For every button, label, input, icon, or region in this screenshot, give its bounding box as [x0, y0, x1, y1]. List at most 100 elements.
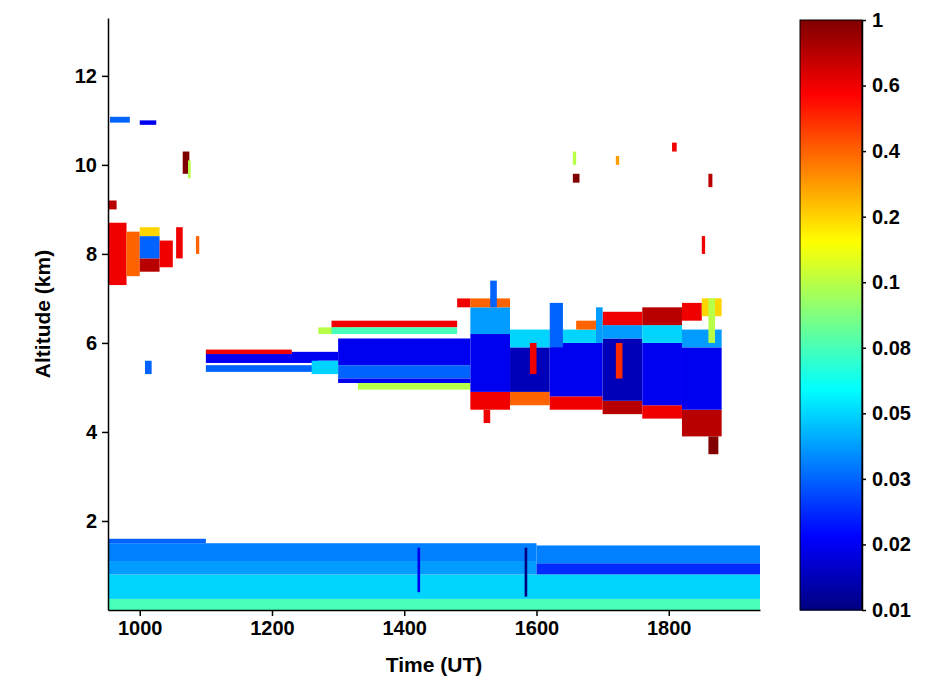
heatmap-cell [682, 410, 722, 437]
axis-line [109, 610, 761, 612]
heatmap-cell [573, 174, 580, 183]
heatmap-cell [550, 343, 603, 396]
tick-mark [862, 348, 866, 350]
heatmap-cell [550, 396, 603, 409]
tick-label: 1400 [382, 617, 427, 639]
heatmap-cell [550, 303, 563, 348]
tick-mark [862, 544, 866, 546]
heatmap-cell [603, 312, 643, 325]
heatmap-cell [140, 258, 160, 271]
heatmap-cell [708, 298, 715, 343]
heatmap-cell [140, 236, 160, 258]
tick-mark [862, 610, 866, 612]
tick: 1000 [118, 610, 163, 639]
tick-mark [668, 610, 670, 616]
heatmap-cell [490, 281, 497, 308]
heatmap-cell [196, 236, 199, 254]
tick: 1600 [515, 610, 560, 639]
tick: 0.2 [862, 206, 900, 228]
tick-label: 8 [86, 243, 97, 265]
tick-label: 0.2 [872, 206, 900, 228]
colorbar-axis: 0.010.020.030.050.080.10.20.40.61 [862, 9, 911, 621]
tick-mark [102, 254, 108, 256]
heatmap-cell [417, 548, 420, 593]
axis-line [862, 21, 864, 611]
colorbar [800, 20, 862, 611]
tick-mark [102, 343, 108, 345]
heatmap-cell [616, 156, 619, 165]
heatmap-cell [206, 365, 318, 372]
tick-mark [862, 151, 866, 153]
heatmap-cell [530, 343, 537, 374]
tick: 10 [75, 154, 108, 176]
tick-mark [272, 610, 274, 616]
tick-label: 0.08 [872, 337, 911, 359]
tick: 0.05 [862, 402, 911, 424]
heatmap-cell [708, 436, 718, 454]
heatmap-cell [682, 330, 722, 348]
tick: 8 [86, 243, 108, 265]
heatmap-cell [642, 405, 682, 418]
heatmap-cell [160, 241, 173, 268]
heatmap-cell [108, 561, 536, 574]
tick-label: 12 [75, 65, 97, 87]
tick-mark [862, 479, 866, 481]
heatmap-cell [642, 325, 682, 343]
heatmap-cell [525, 548, 528, 597]
heatmap-cell [312, 361, 338, 374]
tick-label: 1000 [118, 617, 163, 639]
heatmap-cell [332, 321, 458, 328]
tick-mark [404, 610, 406, 616]
tick: 12 [75, 65, 108, 87]
x-axis-title: Time (UT) [386, 653, 482, 676]
tick-label: 0.1 [872, 271, 900, 293]
heatmap-cell [140, 227, 160, 236]
heatmap-cell [108, 543, 536, 561]
heatmap-cell [642, 307, 682, 325]
heatmap-cell [338, 338, 470, 365]
heatmap-cell [536, 563, 760, 574]
tick-mark [862, 282, 866, 284]
tick: 6 [86, 332, 108, 354]
heatmap-cell [108, 574, 760, 598]
heatmap-cell [108, 599, 760, 610]
heatmap-cell [573, 152, 576, 165]
heatmap-cell [470, 334, 510, 392]
tick: 0.03 [862, 468, 911, 490]
y-axis-title: Altitude (km) [31, 250, 54, 378]
chart-root: 1000 1200 1400 1600 1800 2 4 6 8 10 12 Time (UT) Alt… [0, 0, 934, 692]
colorbar-frame [800, 20, 862, 610]
heatmap-cell [702, 236, 705, 254]
tick: 1 [862, 9, 883, 31]
heatmap-cell [140, 120, 157, 124]
tick-mark [102, 76, 108, 78]
tick-label: 1 [872, 9, 883, 31]
tick-mark [862, 85, 866, 87]
tick: 0.02 [862, 533, 911, 555]
x-axis: 1000 1200 1400 1600 1800 [109, 610, 761, 639]
tick: 0.4 [862, 140, 901, 162]
tick: 2 [86, 510, 108, 532]
tick-label: 0.4 [872, 140, 901, 162]
tick-label: 6 [86, 332, 97, 354]
y-axis: 2 4 6 8 10 12 [75, 19, 109, 611]
tick: 0.6 [862, 74, 900, 96]
heatmap-cell [682, 347, 722, 409]
heatmap-cell [110, 117, 130, 123]
heatmap-cell [457, 298, 470, 307]
tick: 1200 [250, 610, 295, 639]
heatmap-cell [145, 361, 152, 374]
heatmap-cell [510, 392, 550, 405]
tick-mark [102, 165, 108, 167]
heatmap-cell [603, 401, 643, 414]
tick: 4 [86, 421, 108, 443]
tick-label: 1600 [515, 617, 560, 639]
heatmap-cell [603, 338, 643, 400]
tick-label: 2 [86, 510, 97, 532]
tick: 1800 [647, 610, 692, 639]
heatmap-cell [108, 200, 117, 209]
tick-mark [536, 610, 538, 616]
tick-mark [139, 610, 141, 616]
tick: 0.08 [862, 337, 911, 359]
heatmap-cell [484, 410, 491, 423]
